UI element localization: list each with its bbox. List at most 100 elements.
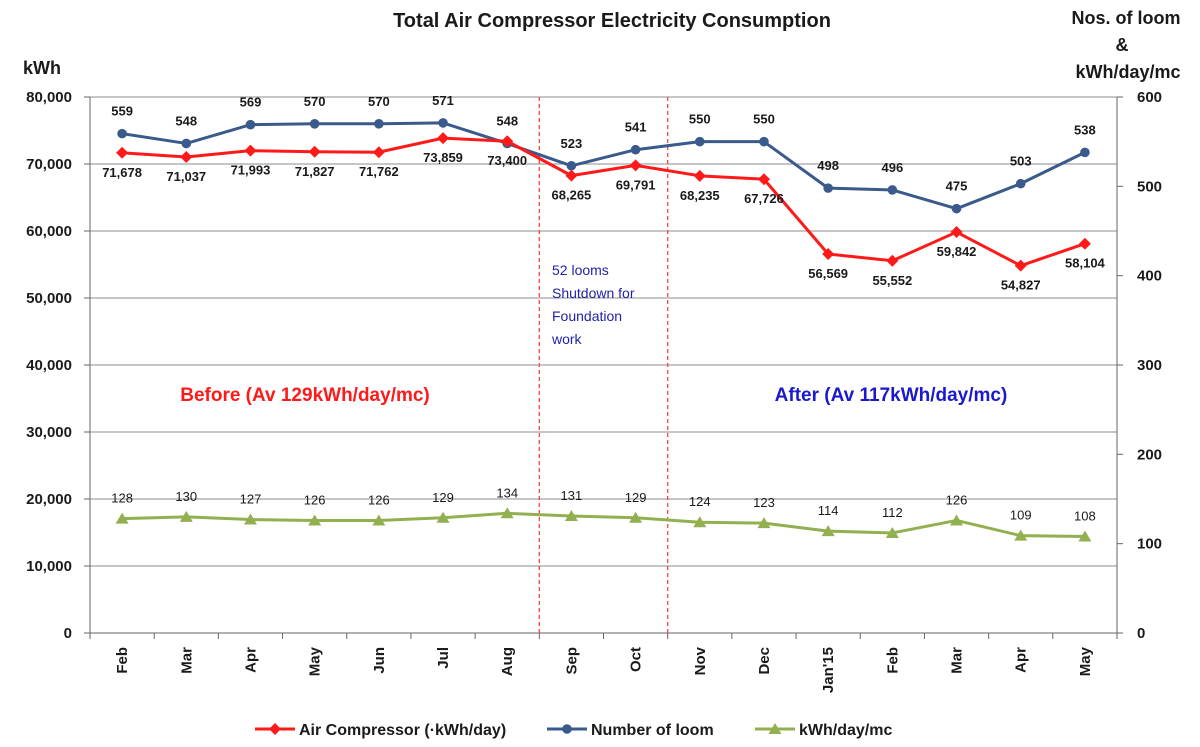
data-point	[629, 159, 642, 172]
data-point	[629, 511, 643, 523]
data-point	[1014, 259, 1027, 272]
data-point	[757, 517, 771, 529]
data-point	[1078, 530, 1092, 542]
data-label: 67,726	[744, 191, 784, 206]
data-label: 129	[625, 490, 647, 505]
x-tick-label: Apr	[1013, 647, 1030, 673]
data-label: 570	[368, 94, 390, 109]
data-label: 134	[496, 485, 518, 500]
y-left-axis-title: kWh	[23, 58, 61, 78]
data-label: 496	[881, 160, 903, 175]
y-right-tick-label: 0	[1137, 625, 1145, 642]
data-label: 73,400	[487, 153, 527, 168]
data-label: 569	[240, 95, 262, 110]
data-point	[437, 132, 450, 145]
legend-swatch-marker	[768, 723, 782, 734]
data-label: 68,235	[680, 188, 720, 203]
y-right-tick-label: 600	[1137, 89, 1162, 106]
data-point	[823, 183, 833, 193]
shutdown-annotation-line-3: Foundation	[552, 308, 622, 324]
data-point	[757, 173, 770, 186]
data-label: 570	[304, 94, 326, 109]
legend-swatch-marker	[562, 724, 572, 734]
series-line	[121, 136, 1086, 268]
data-point	[309, 119, 320, 129]
x-tick-label: Mar	[949, 647, 966, 674]
legend-swatch-marker	[269, 723, 281, 735]
data-label: 548	[496, 113, 518, 128]
y-right-tick-label: 500	[1137, 178, 1162, 195]
shutdown-annotation-line-4: work	[551, 331, 583, 347]
data-label: 130	[175, 489, 197, 504]
data-point	[821, 525, 835, 537]
data-label: 69,791	[616, 177, 656, 192]
y-right-tick-label: 200	[1137, 446, 1162, 463]
x-tick-label: Mar	[178, 647, 195, 674]
data-label: 124	[689, 494, 711, 509]
y-right-tick-label: 400	[1137, 268, 1162, 285]
data-label: 503	[1010, 154, 1032, 169]
data-point	[501, 135, 514, 148]
shutdown-annotation-line-2: Shutdown for	[552, 285, 635, 301]
data-label: 550	[689, 112, 711, 127]
data-point	[1015, 178, 1026, 189]
data-point	[565, 169, 578, 182]
data-label: 128	[111, 491, 133, 506]
y-left-tick-label: 50,000	[26, 290, 72, 307]
x-tick-label: Oct	[628, 647, 645, 672]
y-right-tick-label: 100	[1137, 536, 1162, 553]
y-right-axis-title-line-2: &	[1116, 35, 1129, 55]
data-label: 548	[175, 113, 197, 128]
data-label: 71,037	[166, 169, 206, 184]
data-label: 126	[368, 492, 390, 507]
data-label: 559	[111, 104, 133, 119]
x-tick-label: Dec	[756, 647, 773, 675]
data-point	[822, 247, 835, 260]
data-point	[630, 144, 641, 155]
data-point	[372, 146, 385, 159]
after-annotation: After (Av 117kWh/day/mc)	[775, 385, 1008, 406]
axes	[84, 96, 1123, 639]
data-point	[1078, 237, 1091, 250]
data-point	[179, 510, 193, 522]
data-label: 498	[817, 158, 839, 173]
data-label: 54,827	[1001, 278, 1041, 293]
y-right-axis-title-line-1: Nos. of loom	[1072, 8, 1181, 28]
x-tick-label: Apr	[242, 647, 259, 673]
data-label: 131	[561, 488, 583, 503]
period-dividers	[538, 97, 669, 633]
data-point	[436, 511, 450, 523]
gridlines	[90, 96, 1117, 567]
data-point	[1080, 147, 1090, 158]
data-label: 129	[432, 490, 454, 505]
shutdown-annotation-line-1: 52 looms	[552, 262, 609, 278]
y-left-tick-labels: 0 10,000 20,000 30,000 40,000 50,000 60,000 70,…	[26, 89, 72, 642]
data-label: 71,678	[102, 165, 142, 180]
data-labels: 71,678 71,037 71,993 71,827 71,762 73,859 73,4…	[102, 93, 1105, 524]
legend-label: kWh/day/mc	[799, 722, 892, 739]
data-point	[950, 514, 964, 526]
data-label: 523	[561, 136, 583, 151]
data-point	[566, 160, 577, 171]
legend-label: Number of loom	[591, 722, 714, 739]
y-left-tick-label: 80,000	[26, 89, 72, 106]
data-label: 550	[753, 112, 775, 127]
data-label: 71,762	[359, 164, 399, 179]
chart-title: Total Air Compressor Electricity Consump…	[393, 10, 831, 32]
x-tick-label: May	[307, 646, 324, 676]
data-label: 71,993	[231, 163, 271, 178]
data-label: 541	[625, 120, 647, 135]
data-label: 126	[946, 492, 968, 507]
data-point	[116, 146, 129, 159]
x-tick-labels: Feb Mar Apr May Jun Jul Aug Sep Oct Nov Dec Jan'15 F…	[114, 646, 1094, 693]
data-point	[244, 144, 257, 157]
shutdown-annotation: 52 looms Shutdown for Foundation work	[551, 262, 635, 347]
data-point	[1014, 529, 1028, 541]
series-line	[121, 121, 1086, 211]
data-point	[372, 514, 386, 526]
x-tick-label: Jan'15	[820, 647, 837, 693]
y-left-tick-label: 20,000	[26, 491, 72, 508]
series-layer	[115, 118, 1092, 542]
data-point	[438, 118, 448, 128]
